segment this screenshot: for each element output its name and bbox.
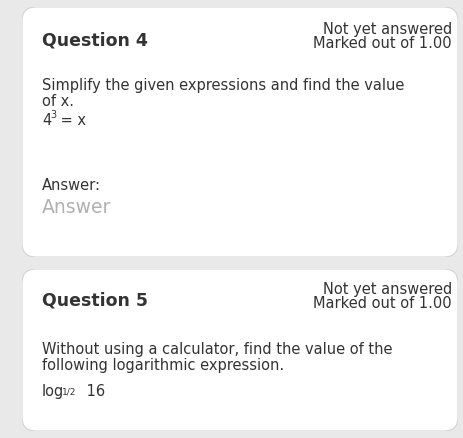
Text: Not yet answered: Not yet answered bbox=[322, 281, 451, 297]
FancyBboxPatch shape bbox=[22, 269, 457, 431]
Text: = x: = x bbox=[56, 113, 86, 128]
Text: 3: 3 bbox=[50, 110, 56, 120]
Text: log: log bbox=[42, 383, 64, 398]
Text: Answer:: Answer: bbox=[42, 177, 101, 193]
Text: 16: 16 bbox=[82, 383, 105, 398]
Text: following logarithmic expression.: following logarithmic expression. bbox=[42, 357, 283, 372]
Text: 1/2: 1/2 bbox=[62, 387, 76, 396]
Text: Without using a calculator, find the value of the: Without using a calculator, find the val… bbox=[42, 341, 392, 356]
Text: Simplify the given expressions and find the value: Simplify the given expressions and find … bbox=[42, 78, 403, 93]
Text: Marked out of 1.00: Marked out of 1.00 bbox=[313, 36, 451, 51]
Text: Question 5: Question 5 bbox=[42, 291, 148, 309]
Text: 4: 4 bbox=[42, 113, 51, 128]
Text: of x.: of x. bbox=[42, 94, 74, 109]
Text: Not yet answered: Not yet answered bbox=[322, 22, 451, 37]
Text: Marked out of 1.00: Marked out of 1.00 bbox=[313, 295, 451, 310]
Text: Question 4: Question 4 bbox=[42, 32, 148, 50]
FancyBboxPatch shape bbox=[22, 8, 457, 258]
Text: Answer: Answer bbox=[42, 198, 111, 216]
